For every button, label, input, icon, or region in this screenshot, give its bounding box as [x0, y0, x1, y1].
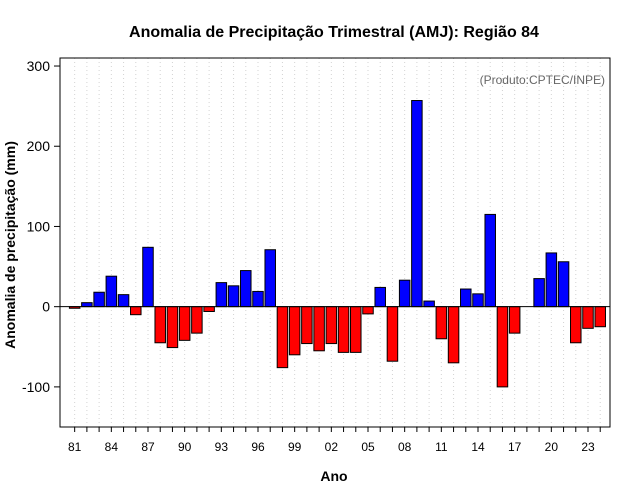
plot-frame	[59, 57, 611, 428]
bar-2002	[325, 306, 338, 345]
x-tick-label: 11	[435, 440, 448, 454]
bar-1985	[117, 294, 130, 308]
bars	[68, 100, 606, 388]
credit-text: (Produto:CPTEC/INPE)	[480, 73, 605, 87]
bar-1989	[166, 306, 179, 349]
bar-2004	[350, 306, 362, 353]
bar-2016	[496, 306, 509, 388]
x-tick-label: 23	[581, 440, 595, 454]
y-tick-label: 100	[27, 218, 51, 234]
bar-2001	[313, 306, 325, 352]
x-tick-label: 14	[471, 440, 485, 454]
bar-1996	[252, 290, 264, 308]
x-tick-label: 87	[141, 440, 155, 454]
bar-2008	[398, 279, 411, 308]
bar-2022	[570, 306, 582, 344]
bar-2003	[337, 306, 350, 353]
bar-1992	[203, 306, 215, 312]
bar-1988	[154, 306, 166, 344]
bar-1993	[215, 282, 228, 308]
bar-2007	[386, 306, 399, 362]
bar-1990	[178, 306, 191, 341]
bar-2009	[411, 100, 423, 308]
x-tick-label: 02	[325, 440, 339, 454]
chart-title: Anomalia de Precipitação Trimestral (AMJ…	[129, 24, 539, 41]
y-tick-label: 300	[27, 58, 51, 74]
x-tick-label: 96	[251, 440, 265, 454]
bar-1983	[93, 291, 105, 308]
bar-2006	[374, 286, 386, 308]
bar-1997	[264, 249, 276, 308]
x-tick-label: 93	[215, 440, 229, 454]
bar-1999	[288, 306, 301, 356]
x-tick-label: 99	[288, 440, 302, 454]
bar-2005	[362, 306, 374, 315]
bar-1994	[227, 285, 240, 308]
bar-2024	[594, 306, 606, 328]
bar-2020	[545, 252, 558, 308]
x-axis-label: Ano	[320, 468, 347, 484]
bar-2000	[301, 306, 313, 345]
y-axis-label: Anomalia de precipitação (mm)	[2, 141, 18, 349]
x-tick-label: 81	[68, 440, 82, 454]
x-tick-label: 17	[508, 440, 522, 454]
bar-1984	[105, 275, 118, 308]
x-tick-label: 05	[361, 440, 375, 454]
bar-2017	[508, 306, 521, 334]
bar-1986	[130, 306, 142, 316]
bar-2012	[447, 306, 460, 364]
bar-1987	[142, 246, 154, 308]
y-tick-label: 200	[27, 138, 51, 154]
bar-2019	[533, 278, 545, 308]
x-tick-label: 90	[178, 440, 192, 454]
bar-2010	[423, 300, 435, 308]
bar-2011	[435, 306, 448, 340]
y-tick-label: 0	[42, 299, 50, 315]
grid-lines	[74, 58, 601, 427]
bar-1982	[81, 302, 93, 308]
bar-2013	[460, 288, 472, 308]
bar-2021	[557, 261, 570, 308]
x-tick-label: 08	[398, 440, 412, 454]
y-tick-label: -100	[22, 379, 50, 395]
bar-2014	[472, 293, 484, 308]
bar-1998	[276, 306, 289, 369]
bar-1991	[191, 306, 203, 334]
bar-2023	[582, 306, 594, 329]
bar-2015	[484, 213, 496, 308]
x-tick-label: 20	[545, 440, 559, 454]
bar-1995	[240, 270, 252, 308]
y-axis: -100 0 100 200 300	[22, 58, 60, 395]
x-axis: 81 84 87 90 93 96 99 02 05 08 11 14 17 20 23	[68, 427, 601, 454]
x-tick-label: 84	[105, 440, 119, 454]
